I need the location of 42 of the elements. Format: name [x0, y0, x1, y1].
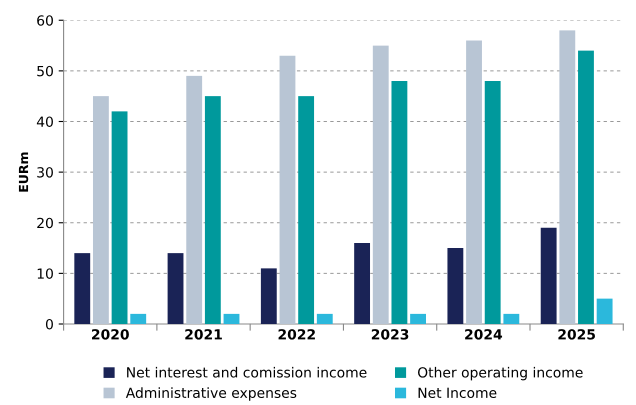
- x-tick-label: 2023: [372, 329, 408, 340]
- bar: [391, 81, 408, 324]
- bar: [372, 46, 389, 324]
- y-tick-label: 40: [36, 116, 53, 127]
- bar: [186, 76, 202, 324]
- bar: [130, 314, 146, 324]
- y-tick-label: 30: [37, 167, 53, 178]
- bar: [92, 96, 109, 324]
- legend-label: Other operating income: [418, 366, 583, 380]
- bar: [204, 96, 221, 324]
- x-tick-label: 2022: [278, 329, 315, 340]
- legend-label: Administrative expenses: [126, 387, 296, 401]
- legend-label: Net interest and comission income: [127, 366, 366, 378]
- bar: [224, 314, 240, 324]
- legend-label: Net Income: [418, 388, 496, 398]
- bar: [540, 228, 557, 324]
- y-tick-label: 20: [37, 218, 53, 228]
- bar: [74, 253, 90, 324]
- bar: [298, 96, 314, 324]
- bar: [578, 50, 594, 324]
- bar: [447, 248, 464, 324]
- bar: [280, 56, 296, 324]
- bar: [168, 253, 184, 324]
- x-tick-label: 2025: [558, 329, 595, 340]
- bar: [260, 268, 277, 324]
- y-tick-label: 50: [37, 66, 53, 76]
- x-tick-label: 2021: [185, 329, 222, 340]
- bar: [410, 314, 426, 324]
- y-tick-label: 0: [46, 318, 53, 330]
- bar: [484, 81, 501, 324]
- bar: [559, 30, 576, 324]
- bar: [316, 314, 333, 324]
- y-tick-label: 10: [38, 268, 53, 279]
- x-tick-label: 2020: [92, 329, 129, 340]
- x-tick-label: 2024: [465, 329, 502, 340]
- bar: [503, 314, 520, 324]
- bar: [354, 243, 370, 324]
- y-axis-title: EURm: [18, 152, 28, 192]
- bar: [596, 298, 613, 324]
- bar: [112, 111, 128, 324]
- y-tick-label: 60: [37, 15, 53, 26]
- bar: [466, 40, 482, 324]
